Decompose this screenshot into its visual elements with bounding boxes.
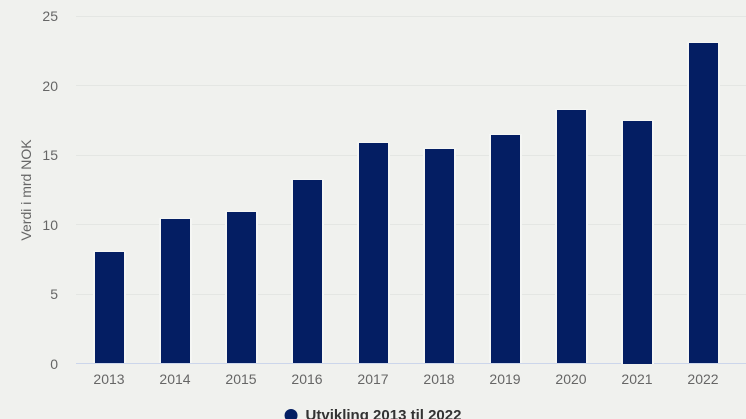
bar-2015[interactable]: [224, 210, 258, 364]
bar-2018[interactable]: [422, 148, 456, 364]
y-gridline: [76, 224, 746, 225]
legend-label: Utvikling 2013 til 2022: [305, 407, 462, 419]
y-gridline: [76, 85, 746, 86]
x-tick-label-2020: 2020: [555, 371, 587, 387]
x-tick-label-2017: 2017: [357, 371, 389, 387]
x-tick-label-2018: 2018: [423, 371, 455, 387]
y-tick-label: 10: [42, 216, 58, 233]
x-tick-label-2016: 2016: [291, 371, 323, 387]
y-gridline: [76, 293, 746, 295]
y-tick-label: 15: [42, 147, 58, 163]
x-tick-label-2015: 2015: [225, 371, 257, 387]
x-axis-line: [76, 363, 746, 364]
bar-2020[interactable]: [554, 109, 588, 364]
bar-2016[interactable]: [290, 178, 324, 364]
x-tick-label-2013: 2013: [93, 371, 125, 387]
x-tick-label-2022: 2022: [687, 371, 719, 387]
bar-2021[interactable]: [620, 120, 654, 364]
bar-2013[interactable]: [92, 250, 126, 364]
y-tick-label: 5: [50, 286, 58, 302]
x-tick-label-2019: 2019: [489, 371, 521, 387]
y-tick-label: 20: [42, 77, 58, 94]
x-tick-label-2014: 2014: [159, 371, 191, 387]
x-tick-label-2021: 2021: [621, 371, 653, 387]
legend-item[interactable]: Utvikling 2013 til 2022: [284, 407, 462, 419]
legend-circle-icon: [284, 409, 298, 419]
bar-2014[interactable]: [158, 217, 192, 364]
bar-2017[interactable]: [356, 142, 390, 364]
y-tick-label: 25: [42, 8, 58, 24]
y-gridline: [76, 15, 746, 17]
y-gridline: [76, 154, 746, 156]
bar-2022[interactable]: [686, 42, 720, 364]
bar-2019[interactable]: [488, 134, 522, 364]
y-tick-label: 0: [50, 355, 58, 372]
